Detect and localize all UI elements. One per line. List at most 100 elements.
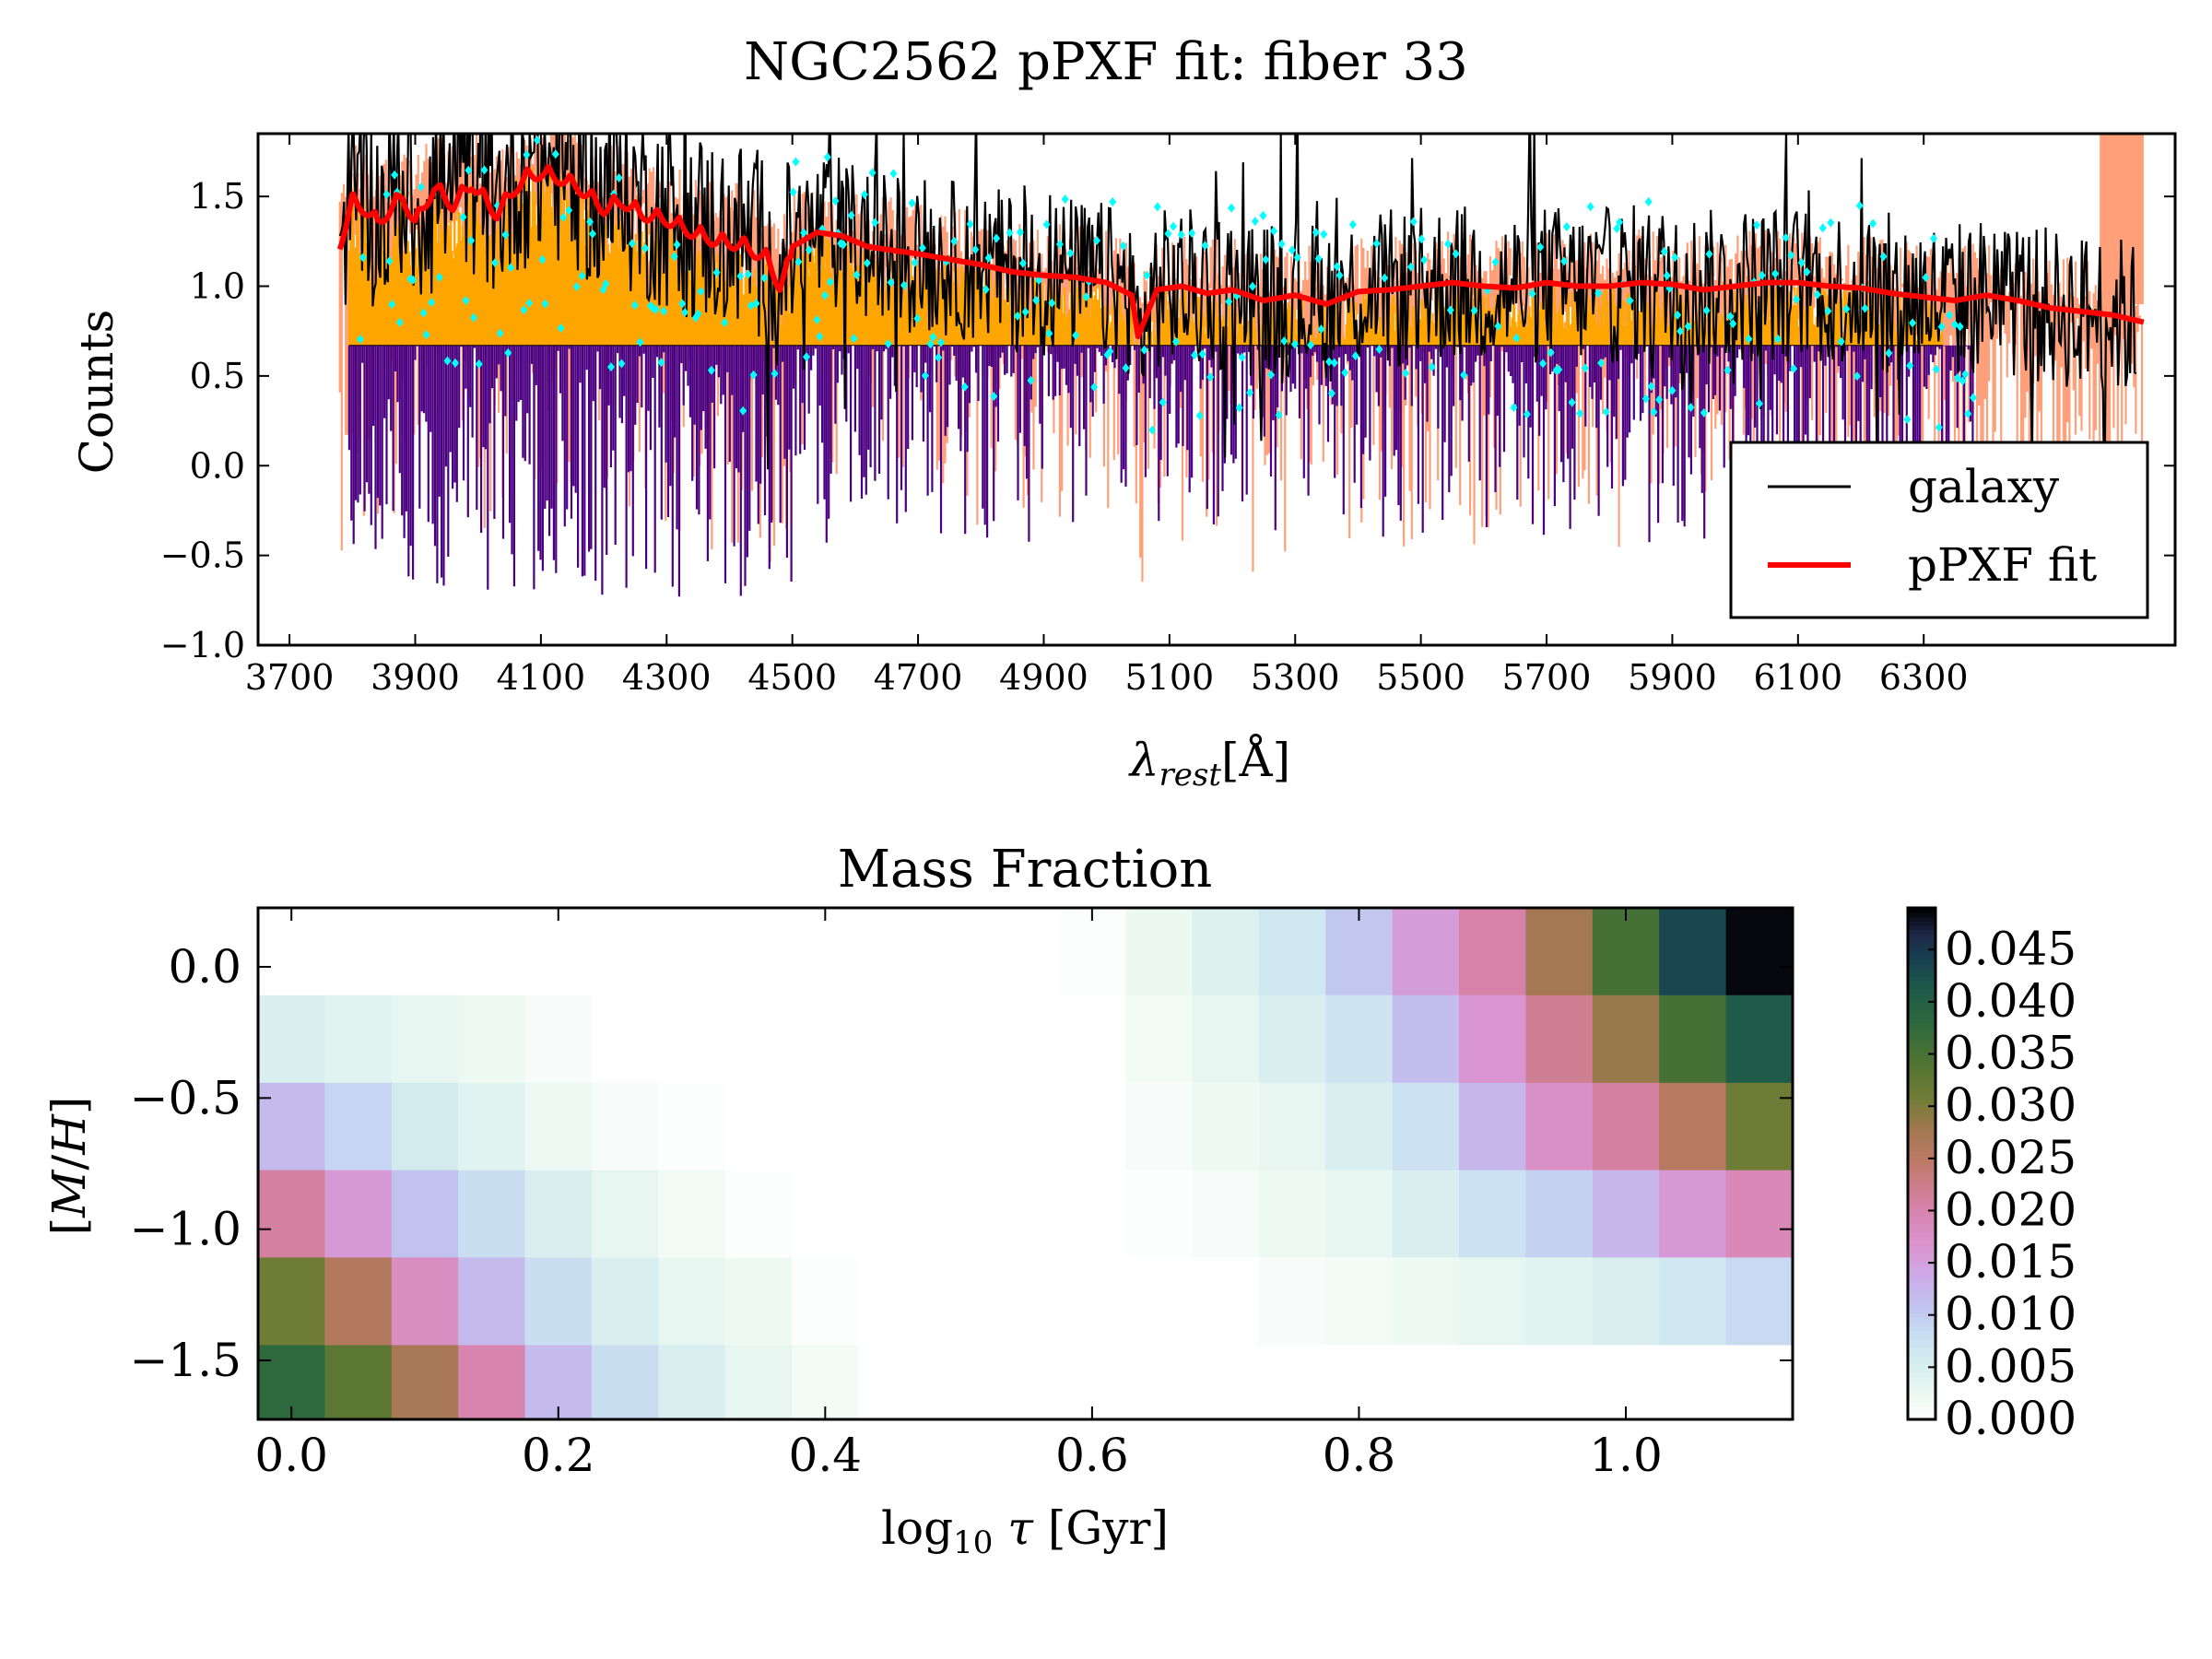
marker-point [918, 242, 926, 253]
marker-point [1758, 270, 1766, 280]
colorbar-step [1908, 1095, 1936, 1100]
marker-point [760, 273, 769, 283]
marker-point [1946, 310, 1954, 320]
colorbar-step [1908, 980, 1936, 986]
colorbar-tick-label: 0.005 [1945, 1339, 2077, 1393]
heatmap-cell [391, 1170, 459, 1258]
colorbar-step [1908, 984, 1936, 990]
marker-point [889, 169, 898, 179]
colorbar-step [1908, 1376, 1936, 1382]
heatmap-cell [992, 1170, 1060, 1258]
marker-point [1932, 364, 1940, 374]
marker-point [1188, 228, 1196, 238]
colorbar-step [1908, 1193, 1936, 1199]
heatmap-cell [524, 1257, 593, 1347]
heatmap-cell [1592, 1082, 1660, 1171]
marker-point [1842, 304, 1851, 314]
marker-point [1307, 340, 1315, 350]
colorbar-step [1908, 1215, 1936, 1220]
marker-point [982, 285, 990, 295]
marker-point [1290, 339, 1299, 349]
marker-point [1909, 318, 1917, 328]
marker-point [1922, 273, 1930, 283]
marker-point [670, 252, 678, 262]
heatmap-cell [1125, 1257, 1194, 1347]
marker-point [966, 219, 974, 229]
marker-point [1616, 218, 1624, 228]
marker-point [1510, 403, 1518, 413]
colorbar-step [1908, 1078, 1936, 1084]
colorbar-step [1908, 920, 1936, 926]
heatmap-cell [1725, 908, 1793, 996]
marker-point [1523, 409, 1531, 419]
marker-point [1325, 357, 1334, 367]
colorbar-step [1908, 1100, 1936, 1105]
marker-point [1470, 305, 1478, 315]
heatmap-cell [1659, 1257, 1727, 1347]
legend-fit-label: pPXF fit [1908, 538, 2097, 592]
heatmap-cell [1592, 908, 1660, 996]
marker-point [1348, 219, 1357, 229]
x-tick-label: 0.6 [1055, 1429, 1129, 1482]
colorbar-step [1908, 1244, 1936, 1250]
colorbar-tick-label: 0.030 [1945, 1078, 2077, 1132]
marker-point [388, 300, 396, 310]
y-tick-label: 0.5 [190, 356, 245, 396]
marker-point [1555, 364, 1563, 374]
marker-point [578, 271, 586, 281]
marker-point [926, 339, 935, 349]
marker-point [1251, 217, 1259, 227]
colorbar-step [1908, 1035, 1936, 1041]
heatmap-cell [1725, 1170, 1793, 1258]
heatmap-cell [858, 1257, 926, 1347]
colorbar-step [1908, 1103, 1936, 1110]
marker-point [467, 236, 476, 246]
colorbar-step [1908, 1163, 1936, 1169]
spectrum-x-label: λrest[Å] [1128, 733, 1290, 794]
colorbar-step [1908, 1134, 1936, 1139]
marker-point [789, 187, 797, 197]
marker-point [1906, 360, 1914, 371]
marker-point [744, 269, 752, 279]
marker-point [984, 253, 993, 263]
colorbar-step [1908, 908, 1936, 913]
heatmap-cell [724, 908, 793, 996]
marker-point [1171, 336, 1180, 347]
marker-point [1935, 422, 1943, 432]
heatmap-cell [924, 1257, 993, 1347]
marker-point [826, 276, 834, 287]
marker-point [805, 245, 813, 255]
heatmap-cell [258, 1257, 325, 1347]
x-tick-label: 6100 [1753, 657, 1842, 698]
colorbar-step [1908, 1397, 1936, 1404]
heatmap-cell [1325, 1082, 1394, 1171]
marker-point [419, 308, 428, 318]
marker-point [588, 229, 596, 239]
marker-point [1106, 347, 1114, 357]
marker-point [1753, 220, 1761, 230]
marker-point [1677, 326, 1685, 336]
marker-point [820, 290, 829, 300]
colorbar-step [1908, 1389, 1936, 1395]
spectrum-plot-area [336, 134, 2146, 597]
heatmap-cell [1592, 994, 1660, 1084]
heatmap-cell [524, 1082, 593, 1171]
heatmap-cell [1258, 908, 1326, 996]
heatmap-cell [391, 1082, 459, 1171]
x-tick-label: 0.4 [789, 1429, 863, 1482]
marker-point [1195, 411, 1204, 421]
colorbar-step [1908, 1218, 1936, 1225]
heatmap-cell [792, 1082, 860, 1171]
mass-fraction-panel: Mass Fraction 0.0 0.2 0.4 0.6 0.8 1.0 0.0 −0.5… [42, 840, 2077, 1561]
marker-point [937, 337, 946, 347]
heatmap-cell [1525, 1170, 1594, 1258]
heatmap-cell [992, 994, 1060, 1084]
spectrum-x-ticks: 3700 3900 4100 4300 4500 4700 4900 5100 5300 5500… [245, 134, 1969, 698]
marker-point [887, 277, 895, 288]
marker-point [1460, 370, 1468, 380]
y-tick-label: −1.0 [130, 1203, 241, 1256]
colorbar-step [1908, 916, 1936, 922]
heatmap-cell [1459, 1345, 1527, 1419]
marker-point [602, 279, 610, 289]
marker-point [1953, 373, 1961, 383]
